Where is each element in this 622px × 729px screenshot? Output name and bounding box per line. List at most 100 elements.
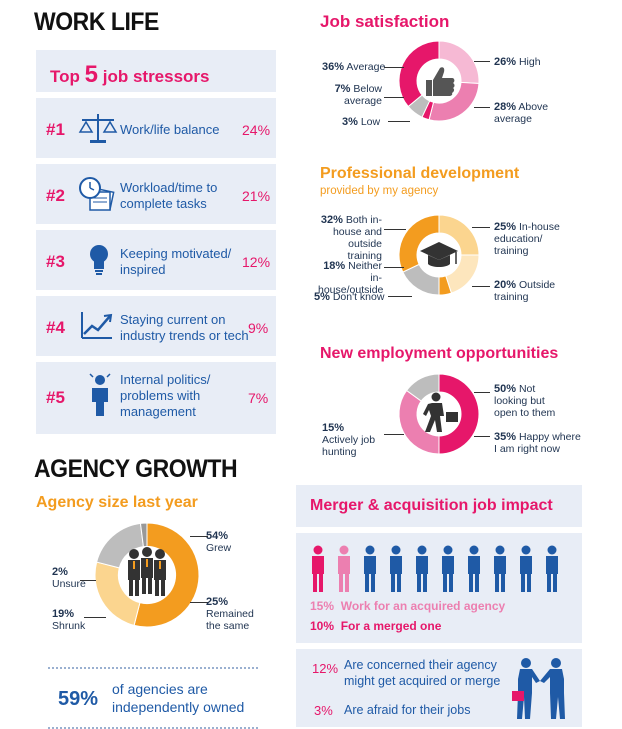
job-sat-label-above-average: 28% Above average [494, 101, 549, 125]
stressor-rank: #3 [46, 252, 65, 271]
job-sat-label-high: 26% High [494, 56, 541, 68]
people-row [312, 545, 558, 592]
thumbs-up-icon [426, 67, 455, 96]
lightbulb-icon [90, 245, 108, 275]
agency-label-grew: 54% Grew [206, 530, 232, 554]
concern2-text: Are afraid for their jobs [344, 703, 471, 717]
prof-dev-label-neither: 18% Neither in-house/outside [318, 260, 384, 296]
stressor-row: #3 Keeping motivated/ inspired 12% [36, 230, 276, 290]
concern1-pct: 12% [312, 661, 339, 676]
stressor-label: Internal politics/ problems with managem… [120, 372, 211, 419]
label-leader [384, 67, 404, 68]
new-emp-label-actively: 15% Actively job hunting [322, 422, 376, 458]
person-figure [364, 545, 376, 592]
label-leader [474, 107, 490, 108]
scales-icon [78, 114, 118, 143]
stressor-rank: #2 [46, 186, 65, 205]
person-figure [442, 545, 454, 592]
stressor-row: #5 Internal politics/ problems with mana… [36, 362, 276, 434]
agency-size-title: Agency size last year [36, 494, 198, 511]
label-leader [388, 296, 412, 297]
divider [48, 667, 258, 669]
person-figure [468, 545, 480, 592]
merger-line-acquired: 15% Work for an acquired agency [310, 599, 506, 613]
label-leader [80, 580, 96, 581]
label-leader [84, 617, 106, 618]
label-leader [388, 121, 410, 122]
stressor-row: #4 Staying current on industry trends or… [36, 296, 276, 356]
stressor-label: Staying current on industry trends or te… [120, 312, 249, 343]
independent-text: of agencies are independently owned [112, 681, 245, 715]
prof-dev-label-dont-know: 5% Don't know [314, 291, 385, 303]
stressor-pct: 24% [242, 122, 271, 138]
label-leader [474, 61, 490, 62]
label-leader [472, 286, 490, 287]
person-figure [416, 545, 428, 592]
stressor-rank: #5 [46, 388, 65, 407]
merger-title: Merger & acquisition job impact [310, 497, 553, 514]
person-figure [494, 545, 506, 592]
label-leader [384, 229, 406, 230]
new-employment-title: New employment opportunities [320, 345, 559, 362]
person-figure [520, 545, 532, 592]
stressors-title: Top 5 job stressors [50, 61, 210, 89]
agency-label-shrunk: 19% Shrunk [52, 608, 86, 632]
agency-label-same: 25% Remained the same [206, 596, 254, 632]
trend-chart-icon [81, 312, 113, 339]
stressor-pct: 7% [248, 390, 269, 406]
label-leader [190, 602, 208, 603]
stressors-title-panel: Top 5 job stressors [36, 50, 276, 92]
agency-growth-heading: AGENCY GROWTH [34, 455, 238, 483]
label-leader [472, 227, 490, 228]
handshake-icon [512, 658, 565, 719]
prof-dev-label-inhouse: 25% In-house education/ training [494, 221, 560, 257]
stressor-pct: 12% [242, 254, 271, 270]
stressor-label: Work/life balance [120, 122, 220, 137]
stressor-rank: #1 [46, 120, 65, 139]
job-satisfaction-title: Job satisfaction [320, 12, 450, 31]
stressors-title-num: 5 [84, 61, 98, 88]
stressor-rank: #4 [46, 318, 65, 337]
person-figure [312, 545, 324, 592]
walking-businessman-icon [423, 392, 458, 432]
divider [48, 727, 258, 729]
independent-pct: 59% [58, 688, 99, 710]
new-emp-label-not-looking: 50% Not looking but open to them [494, 383, 556, 419]
stressor-label: Workload/time to complete tasks [120, 180, 218, 211]
agency-label-unsure: 2% Unsure [52, 566, 86, 590]
label-leader [384, 97, 404, 98]
person-figure [338, 545, 350, 592]
graduation-cap-icon [420, 242, 458, 267]
label-leader [384, 267, 404, 268]
stressed-person-icon [89, 373, 111, 416]
label-leader [474, 392, 490, 393]
new-emp-label-happy: 35% Happy where I am right now [494, 431, 581, 455]
label-leader [190, 536, 208, 537]
prof-dev-title: Professional development [320, 165, 520, 182]
stressor-pct: 21% [242, 188, 271, 204]
clock-papers-icon [79, 177, 115, 211]
person-figure [546, 545, 558, 592]
label-leader [384, 434, 404, 435]
stressor-pct: 9% [248, 320, 269, 336]
concern2-pct: 3% [314, 703, 333, 718]
stressor-label: Keeping motivated/ inspired [120, 246, 232, 277]
job-sat-label-below-average: 7% Below average [334, 83, 382, 107]
prof-dev-label-outside: 20% Outside training [494, 279, 556, 303]
person-figure [390, 545, 402, 592]
merger-concern-panel: 12% Are concerned their agency might get… [296, 649, 582, 727]
work-life-heading: WORK LIFE [34, 8, 159, 36]
label-leader [474, 436, 490, 437]
stressors-title-post: job stressors [102, 67, 210, 86]
merger-line-merged: 10% For a merged one [310, 619, 442, 633]
job-sat-label-low: 3% Low [342, 116, 381, 128]
people-group-icon [128, 547, 166, 596]
job-sat-label-average: 36% Average [322, 61, 386, 73]
prof-dev-label-both: 32% Both in-house and outside training [320, 214, 382, 262]
stressor-row: #1 Work/life balance 24% [36, 98, 276, 158]
merger-title-panel: Merger & acquisition job impact [296, 485, 582, 527]
prof-dev-subtitle: provided by my agency [320, 185, 439, 197]
stressors-title-pre: Top [50, 67, 80, 86]
concern1-text: Are concerned their agency might get acq… [344, 658, 501, 688]
merger-people-panel: 15% Work for an acquired agency 10% For … [296, 533, 582, 643]
